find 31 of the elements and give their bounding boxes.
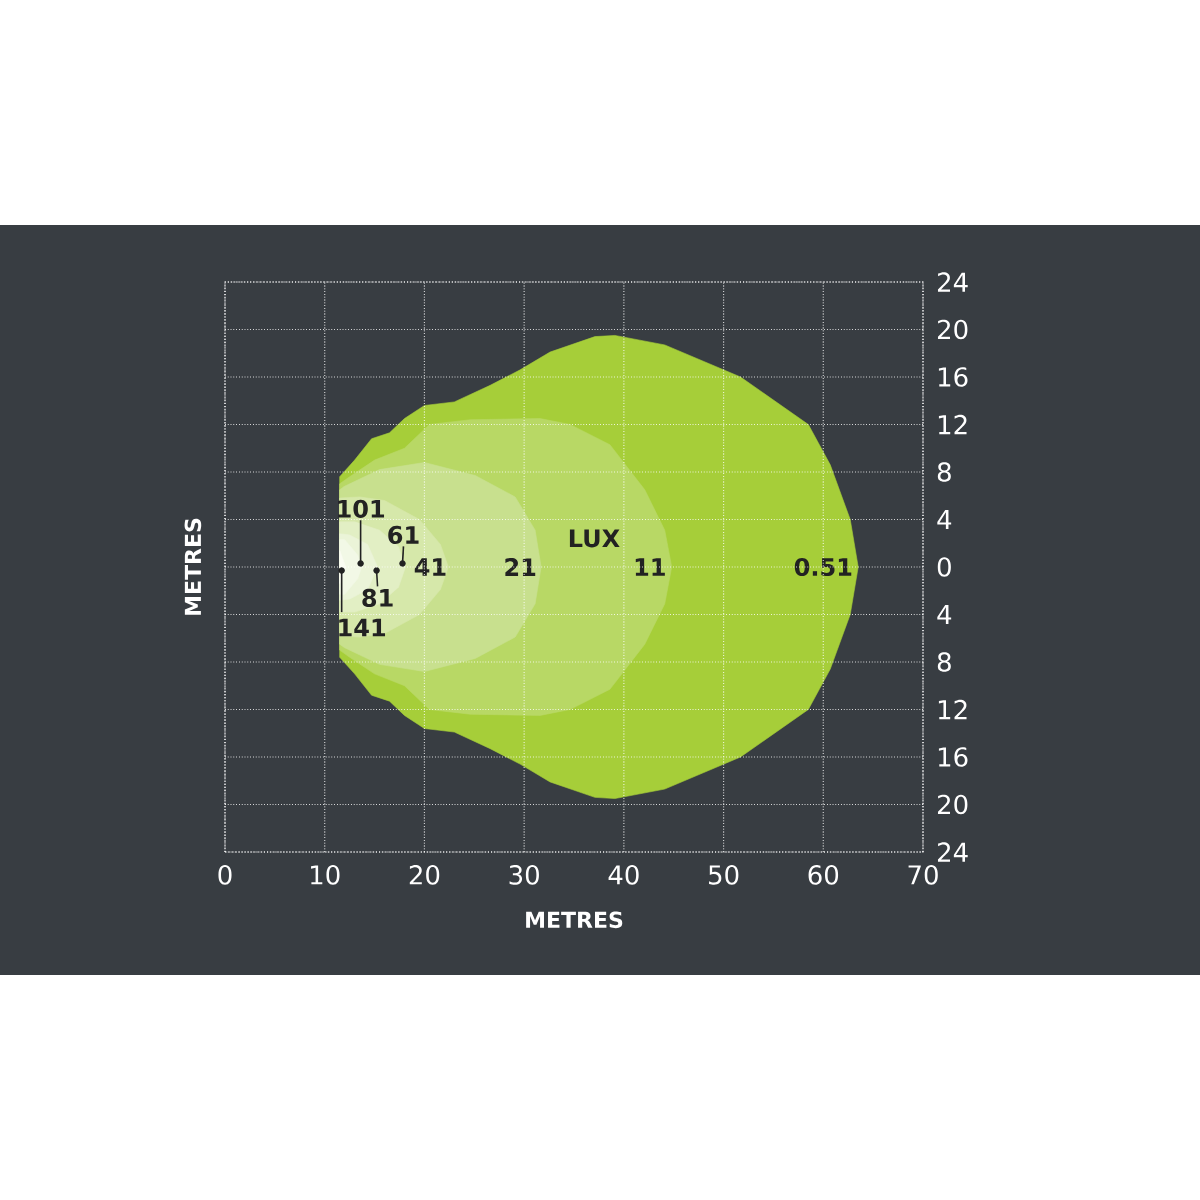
y-tick-label: 12: [938, 699, 967, 720]
x-tick-label: 60: [808, 865, 839, 885]
x-tick-label: 50: [709, 865, 739, 885]
y-tick-label: 16: [938, 747, 968, 767]
x-tick-label: 30: [509, 865, 539, 885]
x-tick-label: 0: [218, 865, 232, 885]
annotation: 41: [414, 558, 446, 576]
annotation: 141: [339, 618, 386, 637]
x-tick-label: 70: [908, 865, 938, 885]
annotation: LUX: [569, 529, 620, 548]
y-tick-label: 24: [937, 272, 968, 292]
x-tick-label: 20: [409, 865, 440, 885]
y-tick-label: 12: [938, 414, 967, 435]
x-axis-title: METRES: [526, 911, 623, 929]
y-tick-label: 4: [937, 510, 952, 529]
y-tick-label: 20: [937, 794, 968, 815]
y-axis-title: METRES: [184, 518, 202, 615]
annotation: 21: [505, 558, 536, 576]
annotation: 0.51: [794, 557, 852, 577]
y-tick-label: 24: [937, 842, 968, 862]
y-tick-label: 16: [938, 367, 968, 387]
y-tick-label: 8: [937, 462, 951, 482]
x-tick-label: 40: [608, 865, 639, 885]
x-tick-label: 10: [311, 865, 340, 885]
y-tick-label: 8: [937, 652, 951, 672]
y-tick-label: 4: [937, 605, 952, 624]
annotation: 11: [635, 558, 665, 576]
annotation: 61: [388, 525, 419, 544]
y-tick-label: 20: [937, 319, 968, 340]
annotation: 81: [362, 588, 393, 607]
y-tick-label: 0: [937, 557, 951, 577]
